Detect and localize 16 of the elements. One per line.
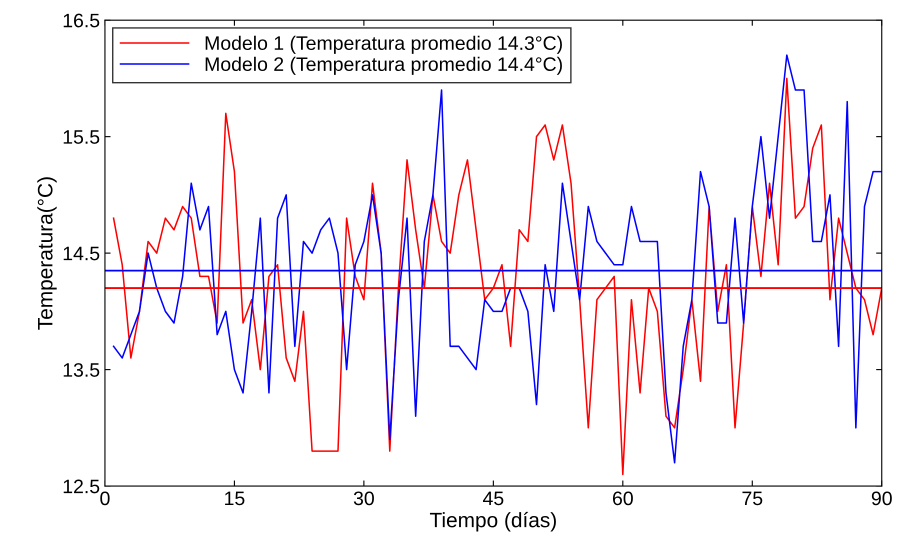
x-tick-label: 45 <box>482 492 504 506</box>
y-tick-label: 14.5 <box>64 246 100 260</box>
y-tick-label: 12.5 <box>64 480 100 494</box>
x-tick-label: 30 <box>354 491 374 506</box>
legend-label: Modelo 2 (Temperatura promedio 14.4°C) <box>206 56 562 75</box>
y-axis-title: Temperatura(°C) <box>37 177 57 330</box>
y-tick-label: 15.5 <box>64 130 100 144</box>
y-tick-label: 16.5 <box>64 14 100 28</box>
x-axis-title: Tiempo (días) <box>430 512 556 532</box>
y-tick-label: 13.5 <box>64 363 100 377</box>
x-tick-label: 60 <box>612 491 633 506</box>
legend-label: Modelo 1 (Temperatura promedio 14.3°C) <box>206 36 562 54</box>
x-tick-label: 90 <box>872 491 892 506</box>
x-tick-label: 15 <box>225 492 244 506</box>
x-tick-label: 0 <box>100 491 110 506</box>
x-tick-label: 75 <box>742 492 762 506</box>
